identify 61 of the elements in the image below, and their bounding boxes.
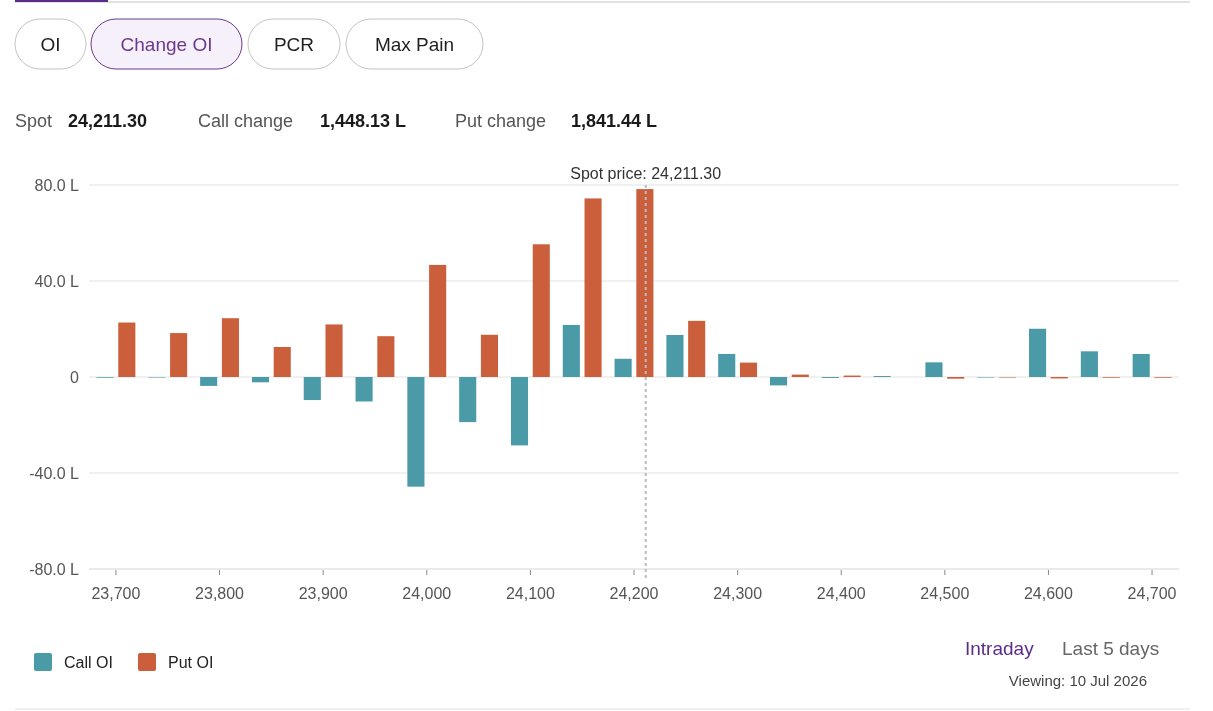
bar bbox=[200, 377, 218, 386]
bar bbox=[562, 324, 580, 377]
x-tick-label: 24,200 bbox=[609, 585, 659, 602]
y-tick-label: 80.0 L bbox=[34, 176, 80, 194]
bar bbox=[480, 334, 499, 377]
x-tick-label: 24,000 bbox=[402, 585, 452, 602]
text: Put change bbox=[455, 111, 547, 131]
bar bbox=[636, 189, 654, 377]
bar bbox=[925, 362, 943, 377]
x-tick-label: 23,900 bbox=[298, 585, 348, 602]
text: Last 5 days bbox=[1062, 638, 1160, 659]
bar bbox=[769, 377, 788, 386]
bar bbox=[739, 362, 758, 377]
bar bbox=[325, 324, 343, 377]
bar bbox=[666, 335, 684, 377]
legend-label: Put OI bbox=[168, 653, 214, 671]
y-tick-label: 0 bbox=[70, 368, 80, 386]
bar bbox=[1029, 328, 1047, 377]
x-tick-label: 24,600 bbox=[1023, 585, 1074, 602]
y-tick-label: -80.0 L bbox=[29, 560, 80, 578]
text: Call change bbox=[198, 111, 294, 131]
x-tick-label: 24,500 bbox=[920, 585, 970, 602]
text: Change OI bbox=[120, 34, 213, 55]
bar bbox=[355, 377, 373, 402]
text: 1,841.44 L bbox=[571, 111, 658, 131]
x-tick-label: 23,700 bbox=[91, 585, 141, 602]
y-tick-label: 40.0 L bbox=[34, 272, 80, 290]
text: PCR bbox=[273, 34, 315, 55]
ref-line-label: Spot price: 24,211.30 bbox=[570, 165, 722, 182]
bar bbox=[429, 264, 447, 377]
bar bbox=[377, 336, 395, 377]
bar bbox=[718, 353, 736, 377]
bar bbox=[118, 322, 136, 377]
x-tick-label: 24,300 bbox=[713, 585, 763, 602]
bar bbox=[170, 333, 188, 377]
bar bbox=[688, 320, 706, 377]
x-tick-label: 24,700 bbox=[1127, 585, 1177, 602]
bar bbox=[303, 377, 321, 401]
text: 24,211.30 bbox=[68, 111, 148, 131]
bar bbox=[614, 358, 632, 377]
x-tick-label: 24,100 bbox=[505, 585, 555, 602]
bar bbox=[251, 377, 270, 383]
text: Intraday bbox=[965, 638, 1035, 659]
text: OI bbox=[40, 34, 61, 55]
text: Spot bbox=[15, 111, 53, 131]
legend-label: Call OI bbox=[64, 653, 113, 671]
bar bbox=[584, 198, 602, 377]
bar bbox=[459, 377, 477, 423]
x-tick-label: 23,800 bbox=[195, 585, 245, 602]
bar bbox=[1080, 351, 1098, 377]
bar bbox=[532, 244, 550, 377]
bar bbox=[510, 377, 529, 446]
text: Max Pain bbox=[374, 34, 455, 55]
bar bbox=[1132, 353, 1150, 377]
text: 1,448.13 L bbox=[320, 111, 407, 131]
text: Viewing: 10 Jul 2026 bbox=[1008, 672, 1147, 689]
bar bbox=[221, 318, 239, 377]
bar bbox=[407, 377, 425, 487]
bar bbox=[273, 347, 291, 377]
y-tick-label: -40.0 L bbox=[29, 464, 80, 482]
x-tick-label: 24,400 bbox=[816, 585, 866, 602]
